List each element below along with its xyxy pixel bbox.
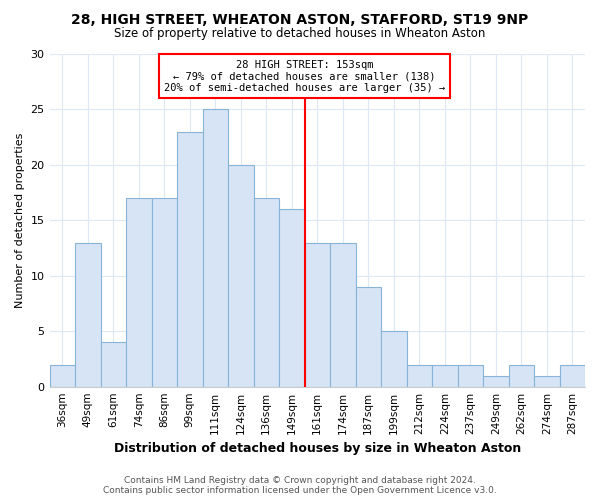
Bar (75, 242, 101, 386)
Bar (50, 364, 75, 386)
Bar (381, 331, 407, 386)
X-axis label: Distribution of detached houses by size in Wheaton Aston: Distribution of detached houses by size … (113, 442, 521, 455)
Y-axis label: Number of detached properties: Number of detached properties (15, 132, 25, 308)
Bar (177, 132, 203, 386)
Bar (228, 165, 254, 386)
Bar (305, 242, 330, 386)
Bar (279, 210, 305, 386)
Bar (126, 198, 152, 386)
Text: Contains HM Land Registry data © Crown copyright and database right 2024.
Contai: Contains HM Land Registry data © Crown c… (103, 476, 497, 495)
Bar (356, 287, 381, 386)
Bar (534, 376, 560, 386)
Bar (101, 342, 126, 386)
Bar (432, 364, 458, 386)
Bar (509, 364, 534, 386)
Bar (560, 364, 585, 386)
Text: Size of property relative to detached houses in Wheaton Aston: Size of property relative to detached ho… (115, 28, 485, 40)
Bar (458, 364, 483, 386)
Text: 28, HIGH STREET, WHEATON ASTON, STAFFORD, ST19 9NP: 28, HIGH STREET, WHEATON ASTON, STAFFORD… (71, 12, 529, 26)
Bar (407, 364, 432, 386)
Bar (330, 242, 356, 386)
Bar (254, 198, 279, 386)
Text: 28 HIGH STREET: 153sqm
← 79% of detached houses are smaller (138)
20% of semi-de: 28 HIGH STREET: 153sqm ← 79% of detached… (164, 60, 445, 92)
Bar (203, 110, 228, 386)
Bar (152, 198, 177, 386)
Bar (483, 376, 509, 386)
